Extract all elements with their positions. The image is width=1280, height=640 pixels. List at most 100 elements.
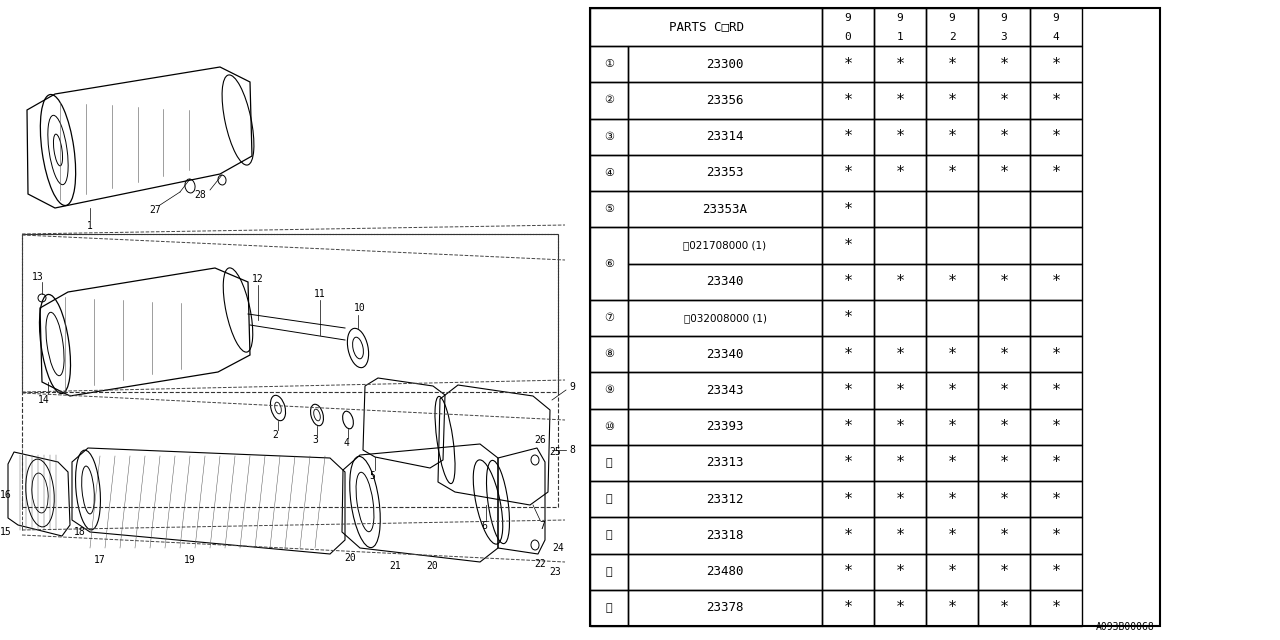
Bar	[590, 8, 822, 46]
Text: A093B00068: A093B00068	[1096, 622, 1155, 632]
Text: *: *	[896, 56, 905, 72]
Text: *: *	[844, 56, 852, 72]
Bar	[590, 589, 628, 626]
Bar	[925, 191, 978, 227]
Bar	[1030, 554, 1082, 589]
Text: *: *	[1051, 600, 1061, 616]
Text: ⑮: ⑮	[605, 603, 612, 613]
Text: 23480: 23480	[707, 565, 744, 578]
Bar	[590, 155, 628, 191]
Text: 23318: 23318	[707, 529, 744, 542]
Bar	[874, 300, 925, 336]
Text: 23393: 23393	[707, 420, 744, 433]
Bar	[925, 155, 978, 191]
Bar	[978, 191, 1030, 227]
Text: 23340: 23340	[707, 348, 744, 360]
Bar	[925, 46, 978, 83]
Bar	[590, 191, 628, 227]
Text: *: *	[1051, 564, 1061, 579]
Text: *: *	[1051, 419, 1061, 434]
Text: 13: 13	[32, 272, 44, 282]
Text: ⑨: ⑨	[604, 385, 614, 396]
Bar	[1030, 445, 1082, 481]
Text: *: *	[1051, 129, 1061, 144]
Bar	[1030, 517, 1082, 554]
Bar	[822, 481, 874, 517]
Text: 23: 23	[549, 567, 561, 577]
Bar	[628, 445, 822, 481]
Text: *: *	[844, 456, 852, 470]
Text: 8: 8	[570, 445, 575, 455]
Bar	[822, 264, 874, 300]
Text: *: *	[1000, 600, 1009, 616]
Bar	[822, 118, 874, 155]
Text: ②: ②	[604, 95, 614, 106]
Text: 3: 3	[312, 435, 317, 445]
Text: 4: 4	[343, 438, 349, 448]
Bar	[822, 554, 874, 589]
Bar	[628, 554, 822, 589]
Text: ③: ③	[604, 132, 614, 141]
Bar	[925, 408, 978, 445]
Text: 6: 6	[481, 521, 486, 531]
Text: 23353: 23353	[707, 166, 744, 179]
Bar	[822, 227, 874, 264]
Text: *: *	[947, 93, 956, 108]
Bar	[925, 517, 978, 554]
Text: 16: 16	[0, 490, 12, 500]
Text: 0: 0	[845, 31, 851, 42]
Bar	[822, 408, 874, 445]
Bar	[590, 227, 628, 300]
Text: *: *	[844, 129, 852, 144]
Text: *: *	[1000, 492, 1009, 507]
Text: *: *	[947, 347, 956, 362]
Bar	[978, 118, 1030, 155]
Text: 23340: 23340	[707, 275, 744, 288]
Text: *: *	[947, 274, 956, 289]
Text: 20: 20	[344, 553, 356, 563]
Text: *: *	[844, 347, 852, 362]
Bar	[628, 83, 822, 118]
Text: *: *	[844, 93, 852, 108]
Text: 23356: 23356	[707, 94, 744, 107]
Text: ⑥: ⑥	[604, 259, 614, 269]
Bar	[1030, 8, 1082, 46]
Text: *: *	[1000, 528, 1009, 543]
Bar	[925, 8, 978, 46]
Text: 18: 18	[74, 527, 86, 537]
Bar	[874, 118, 925, 155]
Bar	[628, 264, 822, 300]
Bar	[590, 83, 628, 118]
Text: 23343: 23343	[707, 384, 744, 397]
Bar	[874, 589, 925, 626]
Bar	[925, 227, 978, 264]
Bar	[978, 589, 1030, 626]
Text: 12: 12	[252, 274, 264, 284]
Text: 2: 2	[273, 430, 278, 440]
Bar	[925, 481, 978, 517]
Text: ⑩: ⑩	[604, 422, 614, 431]
Bar	[925, 336, 978, 372]
Bar	[628, 517, 822, 554]
Text: 26: 26	[534, 435, 545, 445]
Text: 3: 3	[1001, 31, 1007, 42]
Text: *: *	[844, 310, 852, 325]
Text: 23378: 23378	[707, 602, 744, 614]
Text: ⑦: ⑦	[604, 313, 614, 323]
Bar	[822, 517, 874, 554]
Bar	[978, 517, 1030, 554]
Bar	[978, 554, 1030, 589]
Text: ⑤: ⑤	[604, 204, 614, 214]
Text: 14: 14	[38, 395, 50, 405]
Text: 9: 9	[1001, 13, 1007, 22]
Text: 10: 10	[355, 303, 366, 313]
Text: ⑭: ⑭	[605, 566, 612, 577]
Text: 28: 28	[195, 190, 206, 200]
Bar	[590, 336, 628, 372]
Bar	[822, 191, 874, 227]
Text: 9: 9	[896, 13, 904, 22]
Bar	[978, 481, 1030, 517]
Bar	[628, 372, 822, 408]
Bar	[822, 300, 874, 336]
Bar	[874, 336, 925, 372]
